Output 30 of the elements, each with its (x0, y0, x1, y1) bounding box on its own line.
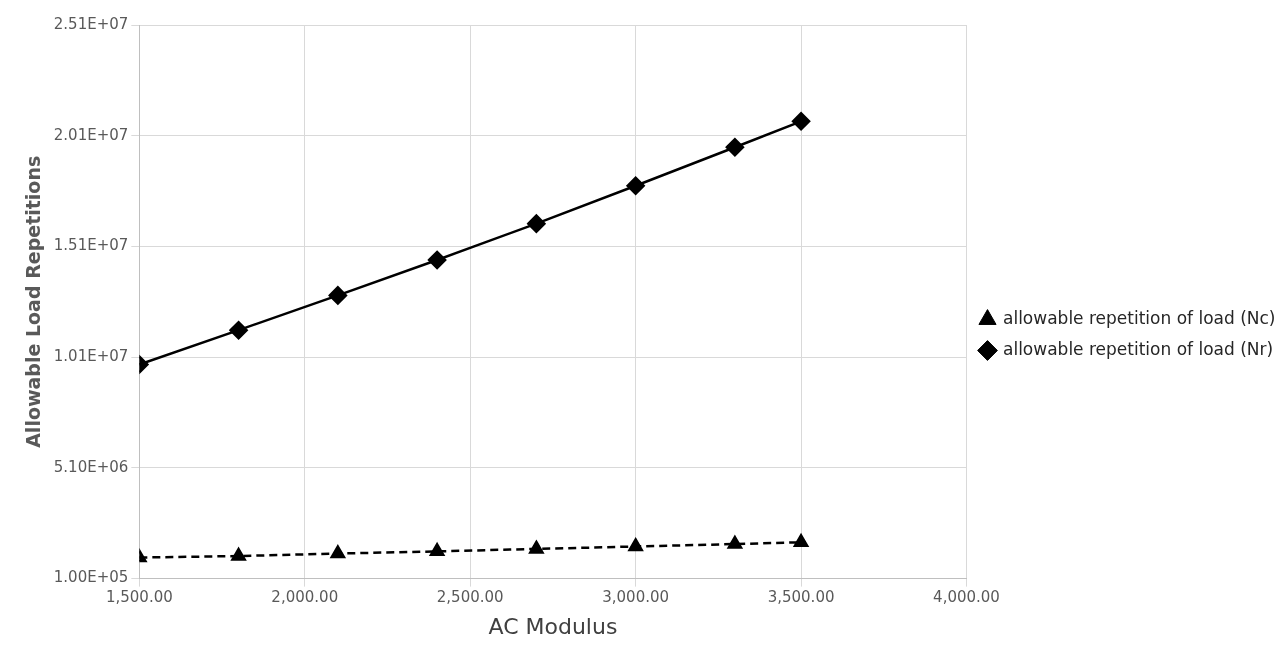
y-axis-title: Allowable Load Repetitions (22, 155, 45, 448)
y-tick-label: 1.01E+07 (53, 347, 129, 366)
point (231, 547, 246, 561)
x-tick-label: 2,500.00 (436, 588, 504, 607)
point (429, 543, 445, 557)
y-tick-label: 5.10E+06 (53, 457, 129, 476)
point (791, 112, 811, 131)
x-tick-label: 3,000.00 (602, 588, 670, 607)
y-tick-label: 2.01E+07 (53, 125, 129, 144)
legend-label: allowable repetition of load (Nc) (1003, 307, 1276, 328)
x-tick-label: 4,000.00 (933, 588, 1000, 607)
y-tick-label: 1.00E+05 (53, 568, 129, 587)
point (330, 545, 346, 559)
x-tick-label: 1,500.00 (105, 588, 173, 607)
point (727, 535, 743, 549)
x-tick-label: 2,000.00 (271, 588, 339, 607)
y-tick-label: 1.51E+07 (53, 236, 129, 255)
point (793, 534, 809, 548)
point (529, 540, 544, 554)
y-tick-label: 2.51E+07 (53, 14, 129, 33)
point (229, 320, 248, 340)
x-axis-title: AC Modulus (488, 613, 618, 639)
point (328, 286, 348, 305)
point (427, 250, 447, 270)
point (725, 137, 745, 157)
point (626, 176, 645, 196)
legend-label: allowable repetition of load (Nr) (1003, 338, 1274, 359)
x-tick-label: 3,500.00 (767, 588, 835, 607)
point (527, 214, 546, 233)
point (628, 538, 643, 552)
